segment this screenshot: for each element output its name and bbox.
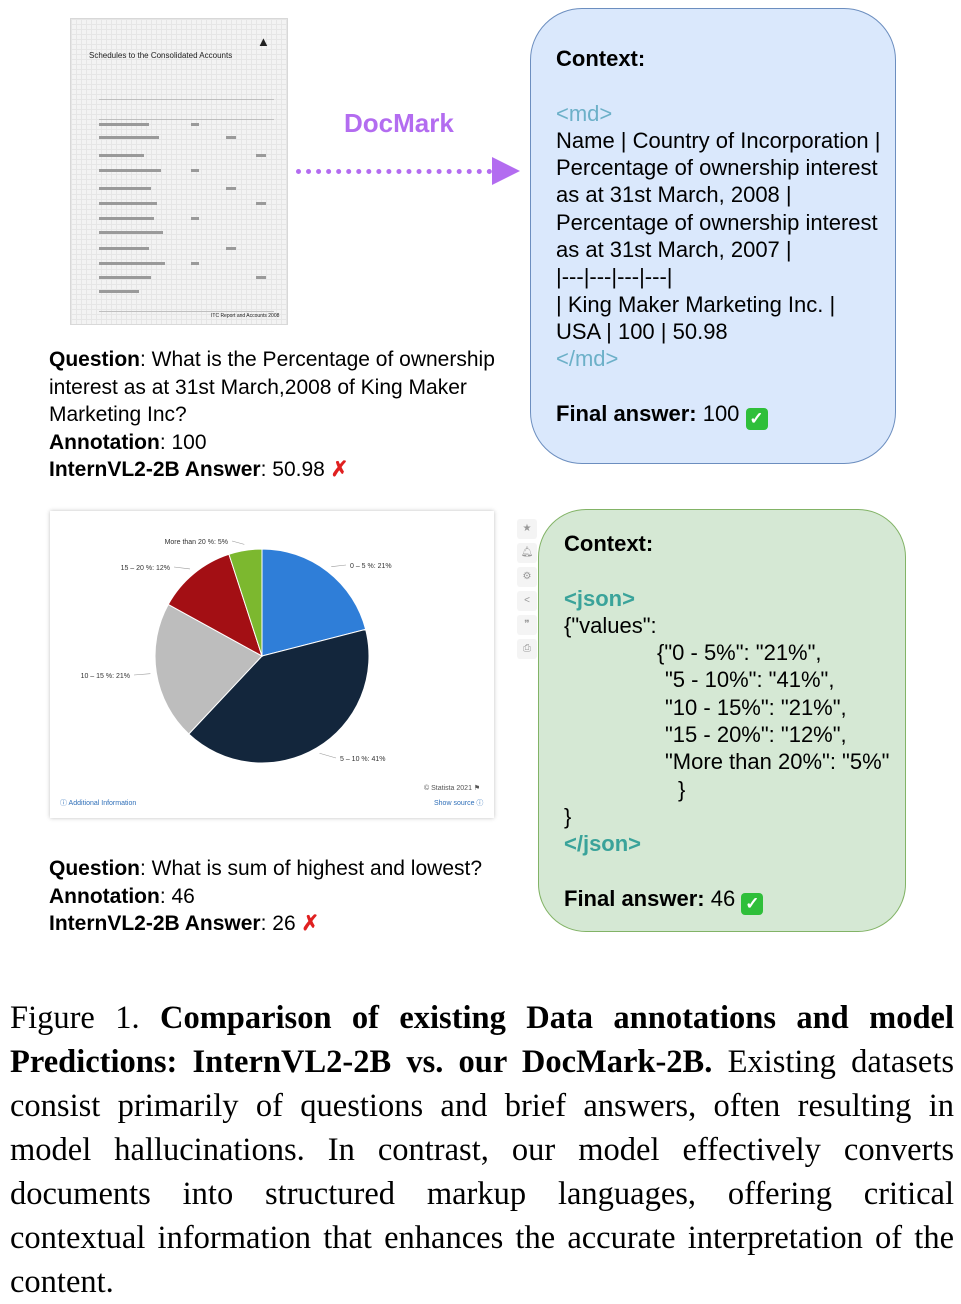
final-answer-1: Final answer: 100 ✓ <box>556 400 896 430</box>
md-line: | King Maker Marketing Inc. | <box>556 291 836 317</box>
caption-rest: Existing datasets consist primarily of q… <box>10 1044 955 1300</box>
json-line: {"0 - 5%": "21%", <box>657 640 822 666</box>
dotted-arrow <box>296 169 492 174</box>
print-icon[interactable]: ⎙ <box>517 639 537 659</box>
pie-label-3: 10 – 15 %: 21% <box>81 673 130 680</box>
md-line: Percentage of ownership interest <box>556 155 878 181</box>
question-2: Question: What is sum of highest and low… <box>49 857 483 880</box>
leader-line-5 <box>231 540 245 545</box>
leader-line-1 <box>331 564 347 568</box>
gear-icon[interactable]: ⚙ <box>517 567 537 587</box>
context-title: Context: <box>556 46 646 71</box>
final-answer-2: Final answer: 46 ✓ <box>564 885 904 915</box>
star-icon[interactable]: ★ <box>517 519 537 539</box>
pie-chart-card: 0 – 5 %: 21% 5 – 10 %: 41% 10 – 15 %: 21% 1… <box>50 511 537 818</box>
cross-icon: ✗ <box>330 458 349 481</box>
pie-slice-2[interactable] <box>188 628 370 764</box>
markdown-context-box: Context: <md> Name | Country of Incorpor… <box>530 8 896 464</box>
json-line: "15 - 20%": "12%", <box>665 722 847 748</box>
model-answer-2: InternVL2-2B Answer: 26 ✗ <box>49 912 320 935</box>
pie-chart: 0 – 5 %: 21% 5 – 10 %: 41% 10 – 15 %: 21% 1… <box>81 539 392 764</box>
logo-icon: ▲ <box>257 34 270 49</box>
question-1: Question: What is the Percentage of owne… <box>49 348 495 426</box>
example1-qa: Question: What is the Percentage of owne… <box>49 346 514 484</box>
show-source-link[interactable]: Show source ⓘ <box>434 800 484 807</box>
pie-slice-4[interactable] <box>167 553 263 658</box>
pie-slice-5[interactable] <box>228 548 263 657</box>
md-line: USA | 100 | 50.98 <box>556 318 728 344</box>
thumbnail-title: Schedules to the Consolidated Accounts <box>89 51 233 60</box>
pie-slice-3[interactable] <box>154 603 263 735</box>
json-line: } <box>678 776 686 802</box>
arrow-head-icon <box>492 157 520 185</box>
json-line: } <box>564 803 572 829</box>
md-open-tag: <md> <box>556 100 613 126</box>
json-open-tag: <json> <box>564 585 635 611</box>
json-line: "10 - 15%": "21%", <box>665 694 847 720</box>
additional-info-link[interactable]: ⓘ Additional Information <box>60 800 137 807</box>
caption-prefix: Figure 1. <box>10 1000 160 1036</box>
json-line: {"values": <box>564 612 657 638</box>
model-answer-1: InternVL2-2B Answer: 50.98 ✗ <box>49 458 349 481</box>
md-line: |---|---|---|---| <box>556 264 673 290</box>
cross-icon: ✗ <box>301 912 320 935</box>
pie-label-1: 0 – 5 %: 21% <box>350 563 392 570</box>
pie-label-4: 15 – 20 %: 12% <box>121 565 170 572</box>
annotation-1: Annotation: 100 <box>49 430 207 454</box>
quote-icon[interactable]: ❞ <box>517 615 537 635</box>
check-icon: ✓ <box>745 407 768 430</box>
json-line: "5 - 10%": "41%", <box>665 667 835 693</box>
annotation-2: Annotation: 46 <box>49 884 195 908</box>
figure-caption: Figure 1. Comparison of existing Data an… <box>10 996 954 1304</box>
example2-qa: Question: What is sum of highest and low… <box>49 855 529 938</box>
md-close-tag: </md> <box>556 346 619 372</box>
share-icon[interactable]: < <box>517 591 537 611</box>
bell-icon[interactable]: 🔔︎ <box>517 543 537 563</box>
check-icon: ✓ <box>741 892 764 915</box>
json-close-tag: </json> <box>564 831 642 857</box>
md-line: Name | Country of Incorporation | <box>556 127 881 153</box>
thumbnail-footer: ITC Report and Accounts 2008 <box>211 313 280 319</box>
statista-credit: © Statista 2021 ⚑ <box>424 785 481 792</box>
md-line: as at 31st March, 2007 | <box>556 237 792 263</box>
pie-label-5: More than 20 %: 5% <box>165 539 228 546</box>
leader-line-4 <box>173 566 191 570</box>
json-line: "More than 20%": "5%" <box>665 749 890 775</box>
context-title: Context: <box>564 531 654 556</box>
pie-slice-1[interactable] <box>261 548 367 657</box>
md-line: Percentage of ownership interest <box>556 209 878 235</box>
docmark-arrow-label: DocMark <box>344 108 454 138</box>
document-thumbnail: Schedules to the Consolidated Accounts ▲… <box>70 18 288 325</box>
pie-label-2: 5 – 10 %: 41% <box>340 756 386 763</box>
json-context-box: Context: <json> {"values": {"0 - 5%": "2… <box>538 509 906 932</box>
caption-bold: Comparison of existing Data annotations … <box>10 1000 954 1080</box>
leader-line-3 <box>133 673 151 676</box>
leader-line-2 <box>319 752 337 759</box>
md-line: as at 31st March, 2008 | <box>556 182 792 208</box>
